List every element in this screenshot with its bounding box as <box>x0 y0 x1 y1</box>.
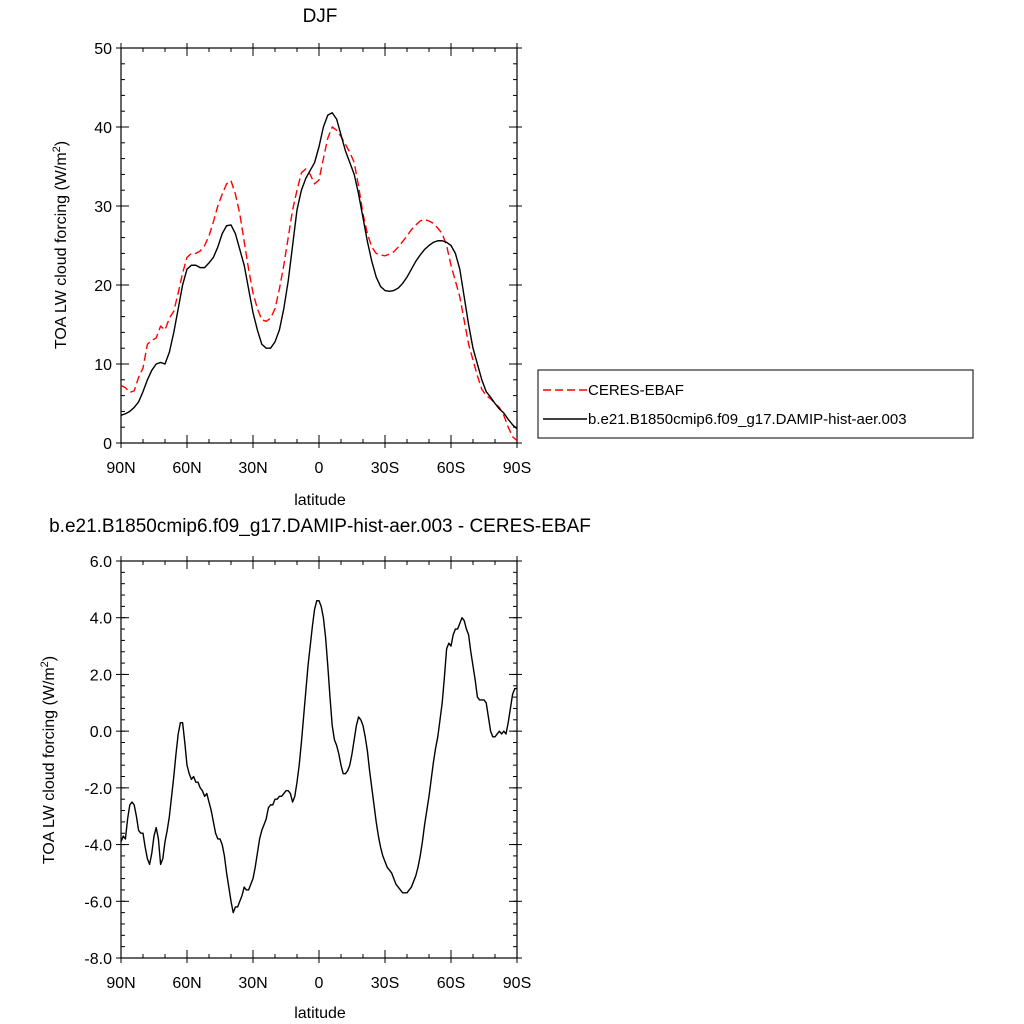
top-y-axis-label: TOA LW cloud forcing (W/m2) <box>51 141 70 349</box>
bottom-x-tick-label: 90S <box>503 975 531 992</box>
legend: CERES-EBAF b.e21.B1850cmip6.f09_g17.DAMI… <box>537 369 974 439</box>
top-y-tick-label: 0 <box>103 436 112 453</box>
bottom-y-tick-label: -6.0 <box>84 894 112 911</box>
top-x-tick-label: 60N <box>172 460 201 477</box>
bottom-y-tick-label: -4.0 <box>84 838 112 855</box>
top-panel-title: DJF <box>303 6 338 27</box>
bottom-x-axis-label: latitude <box>294 1005 346 1022</box>
top-x-tick-label: 60S <box>437 460 465 477</box>
bottom-x-tick-label: 30N <box>238 975 267 992</box>
bottom-x-tick-label: 60S <box>437 975 465 992</box>
bottom-y-tick-label: 6.0 <box>90 554 112 571</box>
top-y-tick-label: 10 <box>94 357 112 374</box>
bottom-y-tick-label: 4.0 <box>90 611 112 628</box>
top-x-tick-label: 90S <box>503 460 531 477</box>
bottom-y-tick-label: -8.0 <box>84 951 112 968</box>
top-x-tick-label: 30S <box>371 460 399 477</box>
top-series-line-0 <box>120 126 518 442</box>
bottom-y-tick-label: 0.0 <box>90 724 112 741</box>
bottom-x-tick-label: 30S <box>371 975 399 992</box>
legend-box <box>537 369 974 439</box>
bottom-y-tick-label: 2.0 <box>90 667 112 684</box>
top-series-line-1 <box>120 112 518 430</box>
top-y-tick-label: 50 <box>94 41 112 58</box>
top-y-tick-label: 30 <box>94 199 112 216</box>
bottom-x-tick-label: 60N <box>172 975 201 992</box>
top-y-tick-label: 40 <box>94 120 112 137</box>
top-x-axis-label: latitude <box>294 492 346 509</box>
bottom-panel: b.e21.B1850cmip6.f09_g17.DAMIP-hist-aer.… <box>39 516 591 1022</box>
bottom-y-tick-label: -2.0 <box>84 781 112 798</box>
top-plot-frame <box>120 47 518 444</box>
bottom-x-tick-label: 0 <box>315 975 324 992</box>
bottom-y-axis-label: TOA LW cloud forcing (W/m2) <box>39 656 58 864</box>
top-y-tick-label: 20 <box>94 278 112 295</box>
bottom-series-line-0 <box>120 600 517 914</box>
bottom-x-tick-label: 90N <box>106 975 135 992</box>
bottom-plot-frame <box>120 560 518 959</box>
top-x-tick-label: 30N <box>238 460 267 477</box>
bottom-panel-title: b.e21.B1850cmip6.f09_g17.DAMIP-hist-aer.… <box>49 516 591 537</box>
legend-label-model: b.e21.B1850cmip6.f09_g17.DAMIP-hist-aer.… <box>588 411 907 428</box>
top-plot-area: 0 10 20 30 40 50 90N 60N 30N 0 30S 60S 90S <box>94 41 531 477</box>
top-x-tick-label: 0 <box>315 460 324 477</box>
legend-label-ceres: CERES-EBAF <box>588 382 684 399</box>
top-x-tick-label: 90N <box>106 460 135 477</box>
top-panel: DJF 0 10 20 30 40 50 90N 60N 30N 0 30S 60S 90S latit… <box>51 6 531 509</box>
bottom-plot-area: -8.0 -6.0 -4.0 -2.0 0.0 2.0 4.0 6.0 90N 60N 30N 0 30… <box>84 554 531 992</box>
